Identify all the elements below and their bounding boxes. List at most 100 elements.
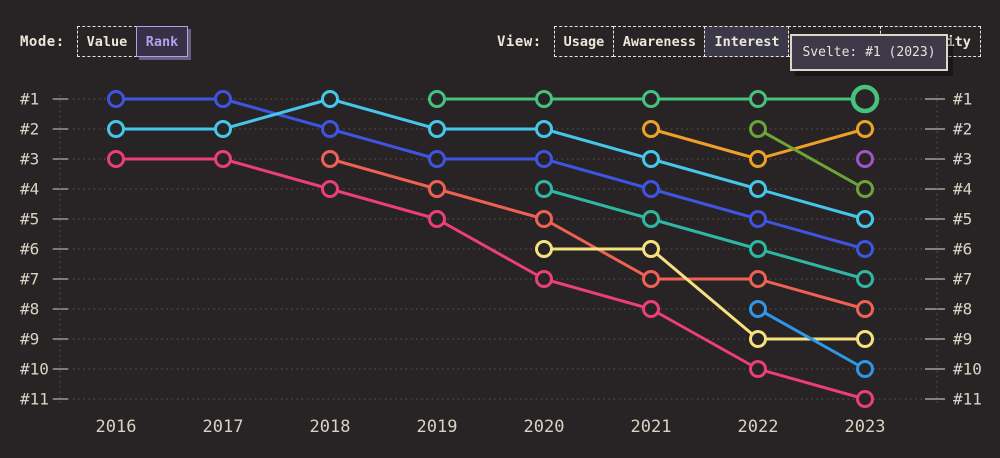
data-point-salmon[interactable] [749, 270, 767, 288]
mode-option-rank[interactable]: Rank [135, 26, 189, 57]
rank-label-left: #10 [20, 360, 49, 379]
data-point-dodger-blue[interactable] [856, 360, 874, 378]
data-point-yellow[interactable] [642, 240, 660, 258]
tooltip-text: Svelte: #1 (2023) [802, 45, 936, 60]
data-point-salmon[interactable] [535, 210, 553, 228]
view-option-usage[interactable]: Usage [553, 26, 615, 57]
data-point-teal[interactable] [535, 180, 553, 198]
data-point-cyan[interactable] [642, 150, 660, 168]
data-point-cyan[interactable] [856, 210, 874, 228]
data-point-orange[interactable] [856, 120, 874, 138]
rank-label-right: #10 [953, 360, 982, 379]
data-point-cyan[interactable] [214, 120, 232, 138]
data-point-royal-blue[interactable] [428, 150, 446, 168]
year-label: 2018 [310, 417, 351, 437]
data-point-pink[interactable] [856, 390, 874, 408]
year-label: 2017 [203, 417, 244, 437]
data-point-royal-blue[interactable] [642, 180, 660, 198]
data-point-pink[interactable] [642, 300, 660, 318]
data-point-green[interactable] [642, 90, 660, 108]
highlighted-data-point-green[interactable] [850, 84, 880, 114]
data-point-cyan[interactable] [749, 180, 767, 198]
data-point-royal-blue[interactable] [214, 90, 232, 108]
rank-label-right: #2 [953, 120, 972, 139]
rank-label-right: #11 [953, 390, 982, 409]
data-point-yellow[interactable] [856, 330, 874, 348]
data-point-cyan[interactable] [428, 120, 446, 138]
rank-label-left: #11 [20, 390, 49, 409]
rank-label-left: #6 [20, 240, 39, 259]
data-point-pink[interactable] [749, 360, 767, 378]
data-point-olive-green[interactable] [749, 120, 767, 138]
data-point-salmon[interactable] [642, 270, 660, 288]
data-point-teal[interactable] [642, 210, 660, 228]
view-option-interest[interactable]: Interest [704, 26, 790, 57]
data-point-cyan[interactable] [321, 90, 339, 108]
data-point-pink[interactable] [535, 270, 553, 288]
data-point-green[interactable] [428, 90, 446, 108]
data-point-cyan[interactable] [107, 120, 125, 138]
data-point-dodger-blue[interactable] [749, 300, 767, 318]
tooltip: Svelte: #1 (2023) [790, 34, 948, 71]
rank-label-left: #3 [20, 150, 39, 169]
mode-option-value[interactable]: Value [76, 26, 138, 57]
data-point-orange[interactable] [642, 120, 660, 138]
rank-label-left: #8 [20, 300, 39, 319]
rank-label-left: #9 [20, 330, 39, 349]
data-point-salmon[interactable] [321, 150, 339, 168]
data-point-teal[interactable] [749, 240, 767, 258]
data-point-royal-blue[interactable] [749, 210, 767, 228]
mode-label: Mode: [20, 33, 65, 50]
mode-toggle-group: Mode: Value Rank [20, 26, 189, 57]
view-option-awareness[interactable]: Awareness [612, 26, 706, 57]
rank-label-right: #5 [953, 210, 972, 229]
year-label: 2020 [524, 417, 565, 437]
rank-label-left: #4 [20, 180, 39, 199]
rank-label-right: #1 [953, 90, 972, 109]
series-line-dodger-blue [756, 307, 867, 371]
data-point-yellow[interactable] [749, 330, 767, 348]
data-point-green[interactable] [535, 90, 553, 108]
data-point-royal-blue[interactable] [107, 90, 125, 108]
year-label: 2023 [845, 417, 886, 437]
data-point-pink[interactable] [214, 150, 232, 168]
year-label: 2019 [417, 417, 458, 437]
series-line-teal [542, 187, 867, 281]
rank-label-right: #7 [953, 270, 972, 289]
year-label: 2021 [631, 417, 672, 437]
rank-label-right: #9 [953, 330, 972, 349]
year-label: 2016 [96, 417, 137, 437]
data-point-cyan[interactable] [535, 120, 553, 138]
series-line-salmon [328, 157, 867, 311]
data-point-purple[interactable] [856, 150, 874, 168]
data-point-olive-green[interactable] [856, 180, 874, 198]
view-label: View: [497, 33, 542, 50]
data-point-green[interactable] [749, 90, 767, 108]
data-point-pink[interactable] [107, 150, 125, 168]
rank-label-left: #2 [20, 120, 39, 139]
data-point-pink[interactable] [321, 180, 339, 198]
rank-label-right: #4 [953, 180, 972, 199]
data-point-royal-blue[interactable] [321, 120, 339, 138]
data-point-royal-blue[interactable] [535, 150, 553, 168]
data-point-yellow[interactable] [535, 240, 553, 258]
data-point-royal-blue[interactable] [856, 240, 874, 258]
series-line-cyan [114, 97, 867, 221]
series-line-pink [114, 157, 867, 401]
data-point-salmon[interactable] [856, 300, 874, 318]
series-line-olive-green [756, 127, 867, 191]
data-point-teal[interactable] [856, 270, 874, 288]
rank-label-left: #7 [20, 270, 39, 289]
mode-button-row: Value Rank [76, 26, 189, 57]
data-point-orange[interactable] [749, 150, 767, 168]
rank-label-right: #3 [953, 150, 972, 169]
rank-label-right: #6 [953, 240, 972, 259]
data-point-salmon[interactable] [428, 180, 446, 198]
rank-label-left: #5 [20, 210, 39, 229]
year-label: 2022 [738, 417, 779, 437]
rank-label-right: #8 [953, 300, 972, 319]
data-point-pink[interactable] [428, 210, 446, 228]
rank-label-left: #1 [20, 90, 39, 109]
